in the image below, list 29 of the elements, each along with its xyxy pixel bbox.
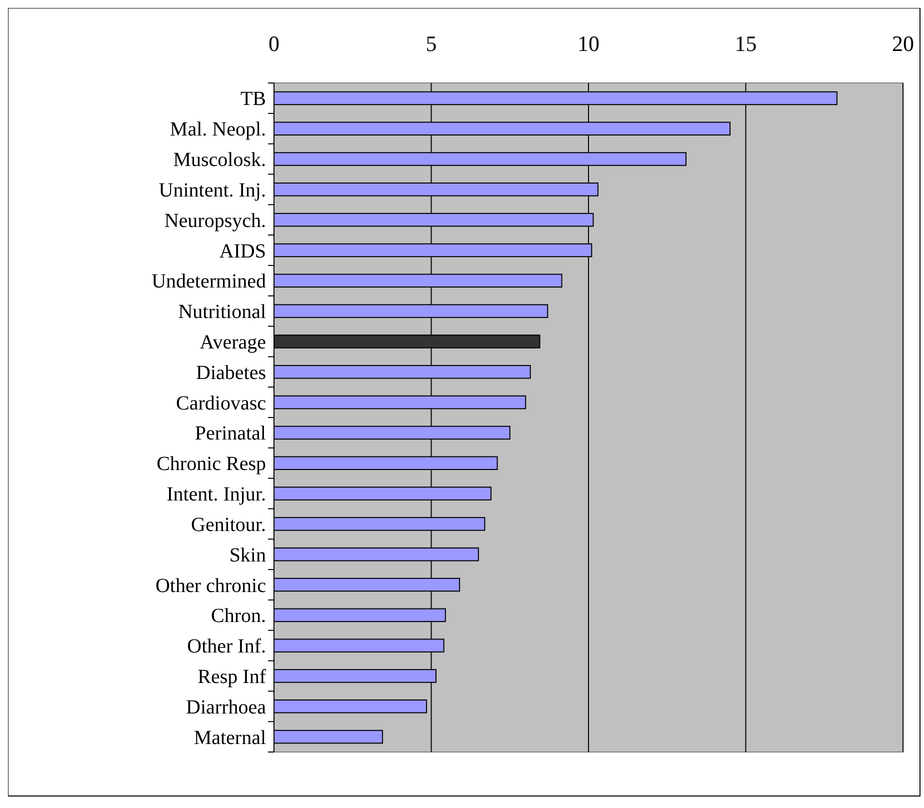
y-tick-label: Perinatal: [194, 422, 266, 445]
x-tick-label: 0: [268, 31, 280, 56]
x-tick-label: 10: [578, 31, 600, 56]
y-tick-label: Chronic Resp: [156, 453, 266, 476]
y-tick-label: Unintent. Inj.: [158, 179, 266, 202]
y-tick-label: Maternal: [194, 726, 266, 749]
y-tick-label: Chron.: [211, 605, 266, 628]
x-tick-label: 15: [734, 31, 757, 56]
y-tick-label: Resp Inf: [198, 666, 266, 688]
x-tick-label: 5: [426, 31, 437, 56]
x-tick-label: 20: [892, 31, 914, 56]
y-tick-label: Skin: [229, 544, 266, 566]
y-tick-label: Undetermined: [152, 270, 266, 293]
y-tick-label: Average: [200, 331, 266, 354]
y-tick-label: Cardiovasc: [176, 392, 266, 414]
y-tick-label: TB: [240, 88, 266, 110]
y-tick-label: Nutritional: [178, 301, 266, 324]
bar: [274, 700, 428, 714]
y-tick-label: Muscolosk.: [173, 149, 266, 172]
y-tick-label: Other chronic: [155, 574, 266, 597]
y-tick-label: Diarrhoea: [186, 696, 266, 718]
bar: [274, 730, 384, 744]
y-tick-label: AIDS: [219, 240, 266, 262]
y-tick-label: Diabetes: [196, 362, 266, 384]
y-tick-label: Neuropsych.: [164, 210, 266, 232]
y-tick-label: Other Inf.: [187, 636, 266, 658]
y-tick-label: Genitour.: [191, 514, 266, 536]
y-tick-label: Intent. Injur.: [166, 484, 266, 506]
y-tick-label: Mal. Neopl.: [170, 118, 266, 141]
